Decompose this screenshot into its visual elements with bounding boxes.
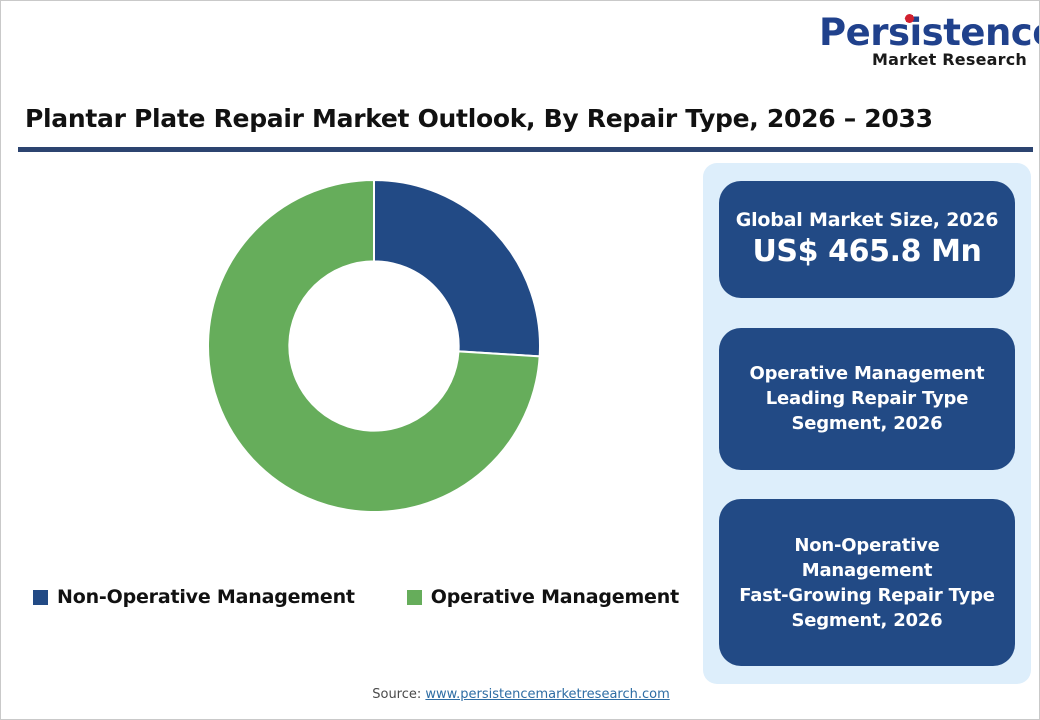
donut-slice[interactable] <box>373 179 541 358</box>
market-size-value: US$ 465.8 Mn <box>752 234 982 269</box>
source-prefix-label: Source: <box>372 687 426 702</box>
stat-card-market-size: Global Market Size, 2026 US$ 465.8 Mn <box>719 181 1015 298</box>
source-link[interactable]: www.persistencemarketresearch.com <box>425 687 670 702</box>
stat-card-fast-growing-segment: Non-Operative Management Fast-Growing Re… <box>719 499 1015 666</box>
legend-swatch-icon <box>406 589 422 605</box>
donut-slices <box>207 179 541 513</box>
logo-tagline-text: Market Research <box>872 50 1027 69</box>
highlights-panel: Global Market Size, 2026 US$ 465.8 Mn Op… <box>703 163 1031 684</box>
fast-growing-line-2: Management <box>801 559 933 581</box>
donut-slice[interactable] <box>207 179 541 513</box>
company-logo: Persistence Market Research <box>819 11 1040 71</box>
logo-brand-text: Persistence <box>819 11 1040 54</box>
source-line: Source: www.persistencemarketresearch.co… <box>1 687 1039 702</box>
leading-segment-line-1: Operative Management <box>749 363 985 384</box>
legend-item[interactable]: Non-Operative Management <box>33 586 355 608</box>
donut-chart <box>207 179 541 513</box>
title-divider <box>18 147 1033 152</box>
stat-card-leading-segment: Operative Management Leading Repair Type… <box>719 327 1015 470</box>
fast-growing-line-4: Segment, 2026 <box>791 609 943 631</box>
chart-area <box>21 161 691 601</box>
page-title: Plantar Plate Repair Market Outlook, By … <box>25 104 933 133</box>
legend-label: Non-Operative Management <box>57 586 355 608</box>
legend-item[interactable]: Operative Management <box>406 586 679 608</box>
chart-legend: Non-Operative Management Operative Manage… <box>21 579 691 615</box>
leading-segment-line-2: Leading Repair Type <box>765 388 969 409</box>
fast-growing-line-3: Fast-Growing Repair Type <box>739 584 995 606</box>
legend-label: Operative Management <box>430 586 679 608</box>
legend-swatch-icon <box>33 589 49 605</box>
market-size-label: Global Market Size, 2026 <box>735 209 999 231</box>
fast-growing-line-1: Non-Operative <box>794 534 940 556</box>
leading-segment-line-3: Segment, 2026 <box>791 413 943 434</box>
logo-flower-accent-icon <box>905 14 914 23</box>
